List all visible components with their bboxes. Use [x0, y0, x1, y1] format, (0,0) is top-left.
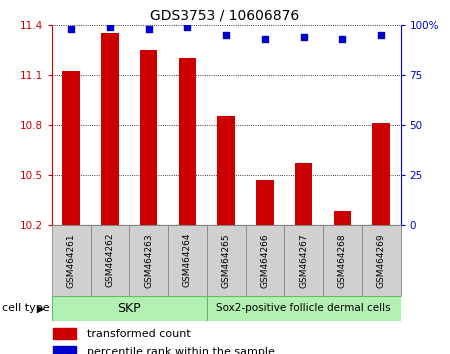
Point	[106, 24, 113, 30]
Point	[145, 26, 152, 32]
Text: SKP: SKP	[117, 302, 141, 315]
Bar	[140, 50, 157, 225]
Bar	[295, 163, 312, 225]
Bar	[207, 225, 246, 296]
Text: Sox2-positive follicle dermal cells: Sox2-positive follicle dermal cells	[216, 303, 391, 313]
Text: transformed count: transformed count	[87, 329, 191, 339]
Text: GSM464262: GSM464262	[105, 233, 114, 287]
Bar	[217, 116, 235, 225]
Bar	[63, 72, 80, 225]
Text: ▶: ▶	[36, 303, 44, 313]
Bar	[53, 346, 76, 354]
Bar	[256, 180, 274, 225]
Bar	[168, 225, 207, 296]
Bar	[333, 211, 351, 225]
Point	[68, 26, 75, 32]
Bar	[323, 225, 362, 296]
Text: GSM464265: GSM464265	[221, 233, 230, 287]
Text: GSM464269: GSM464269	[377, 233, 386, 287]
Text: GDS3753 / 10606876: GDS3753 / 10606876	[150, 9, 300, 23]
Bar	[246, 225, 284, 296]
Bar	[101, 33, 119, 225]
Bar	[52, 296, 207, 321]
Text: GSM464263: GSM464263	[144, 233, 153, 287]
Bar	[52, 225, 90, 296]
Point	[378, 32, 385, 38]
Point	[222, 32, 230, 38]
Bar	[53, 327, 76, 339]
Point	[300, 34, 307, 40]
Bar	[362, 225, 400, 296]
Text: percentile rank within the sample: percentile rank within the sample	[87, 347, 275, 354]
Bar	[284, 225, 323, 296]
Point	[261, 36, 269, 42]
Bar	[179, 58, 196, 225]
Bar	[129, 225, 168, 296]
Text: GSM464264: GSM464264	[183, 233, 192, 287]
Point	[184, 24, 191, 30]
Text: cell type: cell type	[2, 303, 50, 313]
Text: GSM464268: GSM464268	[338, 233, 347, 287]
Point	[339, 36, 346, 42]
Text: GSM464261: GSM464261	[67, 233, 76, 287]
Text: GSM464266: GSM464266	[261, 233, 270, 287]
Bar	[207, 296, 400, 321]
Bar	[373, 123, 390, 225]
Bar	[90, 225, 129, 296]
Text: GSM464267: GSM464267	[299, 233, 308, 287]
